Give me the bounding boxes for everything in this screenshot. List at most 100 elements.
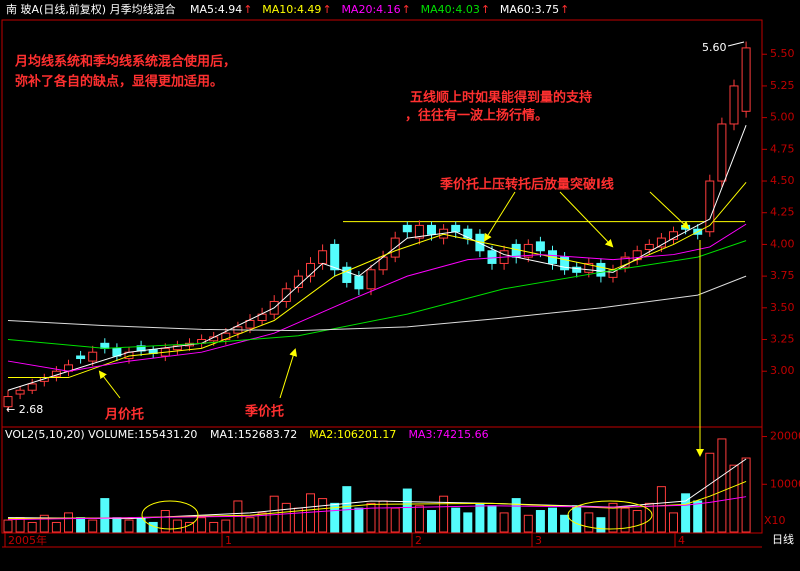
indicator-label: MA60:3.75 bbox=[500, 3, 559, 16]
volume-bar bbox=[172, 519, 182, 533]
candle-body bbox=[729, 85, 739, 125]
volume-bar bbox=[88, 519, 98, 533]
legend-entry: MA3:74215.66 bbox=[408, 428, 488, 441]
candle-body bbox=[451, 224, 461, 233]
volume-bar bbox=[378, 500, 388, 533]
candle-body bbox=[741, 47, 751, 112]
candle-body bbox=[644, 243, 654, 250]
annotation: ，往往有一波上扬行情。 bbox=[405, 108, 548, 124]
volume-bar bbox=[3, 519, 13, 533]
candle-body bbox=[306, 262, 315, 277]
y-tick-label: 10000 bbox=[770, 477, 800, 490]
volume-bar bbox=[112, 517, 122, 533]
legend-entry: MA1:152683.72 bbox=[210, 428, 297, 441]
candle-body bbox=[88, 351, 98, 362]
volume-bar bbox=[281, 502, 291, 533]
candle-body bbox=[596, 262, 606, 277]
volume-bar bbox=[354, 507, 364, 533]
y-tick-label: 4.00 bbox=[770, 237, 795, 250]
y-tick-label: 5.00 bbox=[770, 111, 795, 124]
annotation: 季价托 bbox=[244, 404, 284, 420]
volume-bar bbox=[197, 517, 207, 533]
y-tick-label: 4.75 bbox=[770, 142, 795, 155]
volume-bar bbox=[221, 519, 231, 533]
volume-bar bbox=[124, 519, 134, 533]
volume-title: VOL2(5,10,20) VOLUME:155431.20 bbox=[5, 428, 197, 441]
volume-bar bbox=[39, 514, 49, 533]
volume-bar bbox=[439, 495, 449, 533]
indicator-label: MA40:4.03 bbox=[421, 3, 480, 16]
x-tick-label: 2005年 bbox=[8, 533, 47, 547]
moving-average-line bbox=[8, 181, 747, 379]
volume-bar bbox=[209, 521, 219, 533]
volume-bar bbox=[535, 510, 545, 533]
chart-title: 南 玻A(日线,前复权) 月季均线混合 bbox=[6, 2, 176, 16]
candle-body bbox=[281, 288, 291, 302]
volume-bar bbox=[523, 514, 533, 533]
volume-bar bbox=[414, 505, 424, 533]
volume-bar bbox=[257, 512, 267, 533]
y-tick-label: 3.25 bbox=[770, 333, 795, 346]
candle-body bbox=[366, 269, 376, 290]
x-tick-label: 1 bbox=[225, 534, 232, 547]
candle-body bbox=[245, 319, 255, 329]
candle-body bbox=[427, 224, 436, 235]
candle-body bbox=[76, 355, 86, 360]
candle-body bbox=[705, 180, 715, 233]
annotation: 季价托上压转托后放量突破I线 bbox=[439, 177, 614, 193]
y-tick-label: 3.75 bbox=[770, 269, 795, 282]
moving-average-line bbox=[7, 496, 747, 521]
indicator-label: MA10:4.49 bbox=[262, 3, 321, 16]
moving-average-line bbox=[7, 240, 747, 349]
volume-bar bbox=[64, 512, 73, 533]
moving-average-line bbox=[7, 275, 747, 332]
volume-bar bbox=[487, 505, 497, 533]
candle-body bbox=[3, 396, 13, 408]
volume-bar bbox=[693, 500, 703, 533]
moving-average-line bbox=[7, 223, 747, 372]
annotation: 弥补了各自的缺点，显得更加适用。 bbox=[15, 74, 223, 90]
y-tick-label: 3.50 bbox=[770, 301, 795, 314]
volume-bar bbox=[511, 498, 521, 533]
volume-bar bbox=[185, 521, 194, 533]
volume-bar bbox=[669, 512, 678, 533]
candle-body bbox=[487, 250, 497, 264]
volume-bar bbox=[402, 488, 412, 533]
candle-body bbox=[15, 389, 25, 395]
volume-bar bbox=[596, 517, 606, 533]
volume-bar bbox=[330, 502, 340, 533]
volume-bar bbox=[584, 512, 594, 533]
volume-bar bbox=[548, 507, 557, 533]
y-tick-label: 4.25 bbox=[770, 206, 795, 219]
moving-average-line bbox=[7, 458, 747, 520]
trend-arrow: ↑ bbox=[322, 3, 331, 16]
annotation: 月均线系统和季均线系统混合使用后， bbox=[14, 54, 236, 70]
volume-bar bbox=[717, 438, 727, 533]
volume-bar bbox=[100, 498, 110, 533]
high-pointer bbox=[727, 41, 745, 47]
annotation: 月价托 bbox=[104, 407, 144, 423]
volume-bar bbox=[27, 521, 37, 533]
volume-bar bbox=[160, 510, 170, 533]
volume-bar bbox=[306, 493, 315, 533]
volume-bar bbox=[76, 517, 86, 533]
volume-bar bbox=[366, 502, 376, 533]
candle-body bbox=[717, 123, 727, 182]
volume-bar bbox=[560, 514, 570, 533]
volume-bar bbox=[572, 505, 582, 533]
volume-bar bbox=[644, 502, 654, 533]
candle-body bbox=[620, 256, 630, 268]
volume-bar bbox=[390, 507, 400, 533]
volume-bar bbox=[656, 486, 666, 533]
volume-bar bbox=[293, 507, 303, 533]
candle-body bbox=[463, 228, 473, 239]
candle-body bbox=[656, 237, 666, 248]
volume-bar bbox=[245, 517, 255, 533]
legend-entry: MA2:106201.17 bbox=[309, 428, 396, 441]
annotation: 五线顺上时如果能得到量的支持 bbox=[410, 90, 592, 106]
candle-body bbox=[354, 275, 364, 290]
candle-body bbox=[100, 342, 110, 349]
volume-bar bbox=[318, 498, 328, 533]
volume-highlights bbox=[141, 500, 653, 530]
